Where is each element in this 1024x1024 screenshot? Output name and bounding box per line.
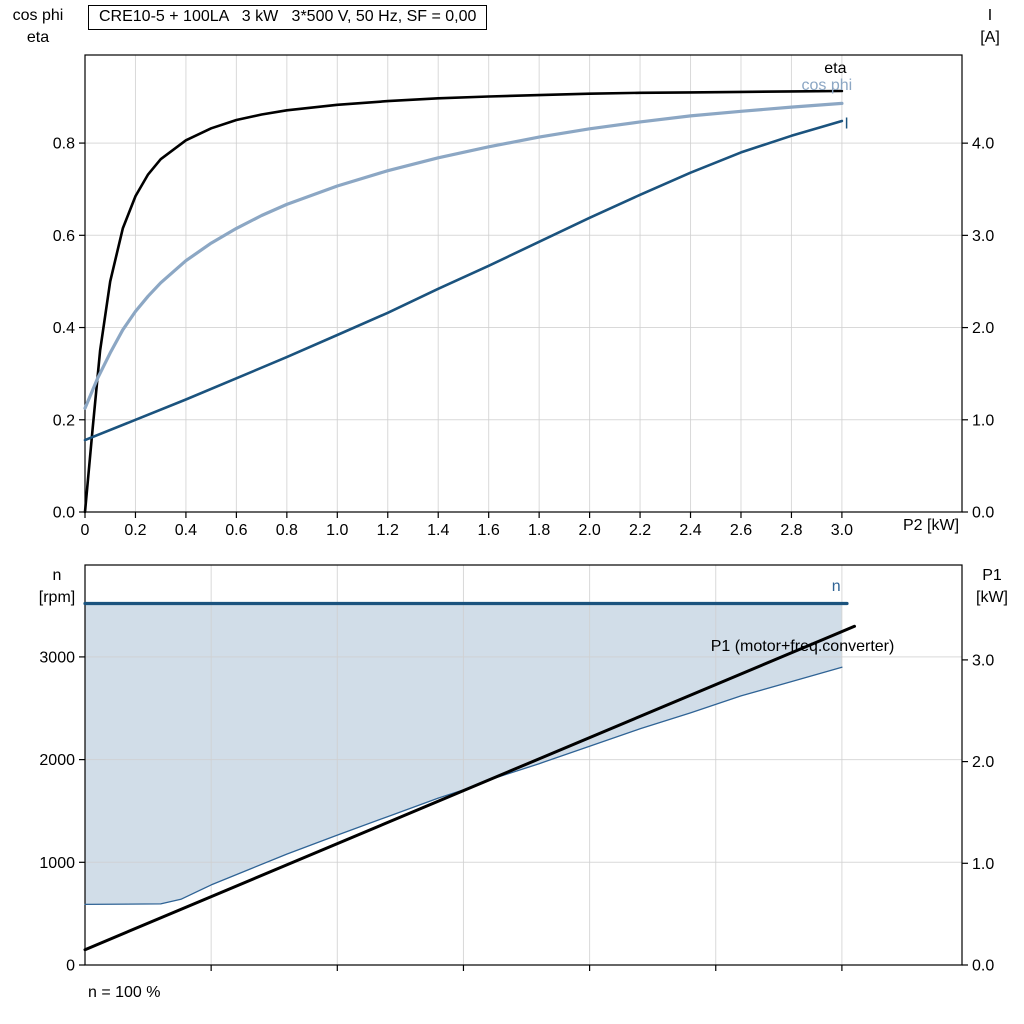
- top-left-axis-label: cos phi eta: [12, 7, 64, 47]
- y-tick-label-right: 1.0: [972, 856, 994, 873]
- top-right-axis-label: I [A]: [980, 7, 1000, 47]
- curve-i: [83, 119, 844, 442]
- curve-operating-range-lower: [84, 666, 843, 906]
- chart-title: CRE10-5 + 100LA 3 kW 3*500 V, 50 Hz, SF …: [88, 5, 488, 30]
- y-tick-label-right: 2.0: [972, 754, 994, 771]
- x-tick-label: 2.8: [780, 522, 802, 539]
- y-tick-label-left: 1000: [39, 855, 75, 872]
- x-tick-label: 0.6: [225, 522, 247, 539]
- y-tick-label-left: 0.4: [53, 320, 75, 337]
- x-tick-label: 0.4: [175, 522, 197, 539]
- plot-frame: [84, 564, 963, 966]
- y-tick-label-right: 1.0: [972, 412, 994, 429]
- x-tick-label: 0: [81, 522, 90, 539]
- y-tick-label-left: 0: [66, 958, 75, 975]
- y-tick-label-right: 4.0: [972, 136, 994, 153]
- curve-cos-phi: [83, 101, 844, 410]
- y-tick-label-left: 0.8: [53, 136, 75, 153]
- y-tick-label-right: 0.0: [972, 505, 994, 522]
- x-tick-label: 2.6: [730, 522, 752, 539]
- y-tick-label-right: 3.0: [972, 228, 994, 245]
- bottom-right-axis-label: P1 [kW]: [976, 567, 1008, 607]
- y-tick-label-right: 3.0: [972, 652, 994, 669]
- curve-label-cos-phi: cos phi: [802, 77, 853, 94]
- curve-eta: [83, 89, 844, 514]
- curve-label-eta: eta: [824, 60, 846, 77]
- y-tick-label-left: 3000: [39, 649, 75, 666]
- x-tick-label: 1.6: [478, 522, 500, 539]
- x-axis-label: P2 [kW]: [903, 517, 960, 534]
- y-tick-label-right: 0.0: [972, 958, 994, 975]
- x-tick-label: 0.8: [276, 522, 298, 539]
- curve-label-i: I: [844, 115, 848, 132]
- chart-1: 0 1000 2000 3000 0.0 1.0 2.0 3.0 n P1 (motor+freq…: [39, 564, 994, 975]
- bottom-left-axis-label: n [rpm]: [38, 567, 76, 607]
- y-tick-label-left: 0.6: [53, 228, 75, 245]
- y-tick-label-left: 0.2: [53, 412, 75, 429]
- y-tick-label-left: 2000: [39, 752, 75, 769]
- x-tick-label: 1.2: [377, 522, 399, 539]
- curve-p1-motor-freq-converter-: [83, 624, 856, 952]
- x-tick-label: 2.2: [629, 522, 651, 539]
- plot-frame: [84, 54, 963, 513]
- chart-0: 0 0.2 0.4 0.6 0.8 1.0 1.2 1.4 1.6 1.8 2.0 2.2 2.4 2.6…: [53, 54, 994, 539]
- curve-label-n: n: [832, 578, 841, 595]
- speed-footnote: n = 100 %: [88, 984, 161, 1001]
- y-tick-label-right: 2.0: [972, 320, 994, 337]
- x-tick-label: 0.2: [124, 522, 146, 539]
- x-tick-label: 2.0: [578, 522, 600, 539]
- x-tick-label: 1.8: [528, 522, 550, 539]
- y-tick-label-left: 0.0: [53, 505, 75, 522]
- x-tick-label: 3.0: [831, 522, 853, 539]
- x-tick-label: 1.0: [326, 522, 348, 539]
- x-tick-label: 1.4: [427, 522, 449, 539]
- curve-label-p1-motor-freq-converter-: P1 (motor+freq.converter): [711, 638, 895, 655]
- x-tick-label: 2.4: [679, 522, 701, 539]
